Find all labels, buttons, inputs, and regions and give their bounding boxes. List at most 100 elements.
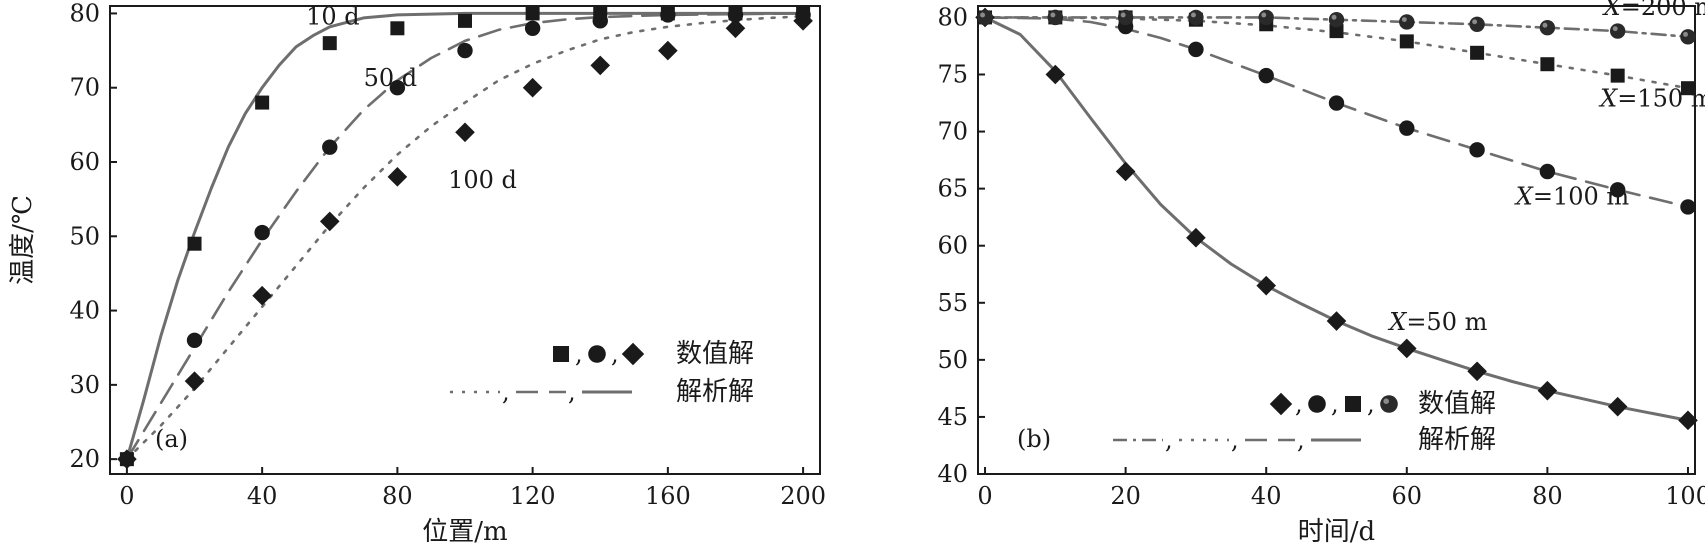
data-point-circle xyxy=(186,332,203,348)
x-tick-label: 80 xyxy=(382,482,413,510)
data-point-shaded-circle xyxy=(1188,9,1204,26)
x-tick-label: 0 xyxy=(119,482,134,510)
legend-marker-circle xyxy=(588,345,606,363)
legend-separator: , xyxy=(1231,426,1239,454)
plot-frame xyxy=(977,5,1696,475)
data-point-shaded-circle-highlight xyxy=(1401,17,1407,22)
data-point-diamond xyxy=(1115,161,1136,182)
series-annotation: X=50 m xyxy=(1387,308,1487,336)
series-annotation-value: =200 m xyxy=(1621,0,1705,21)
legend-separator: , xyxy=(611,340,619,368)
y-axis-title: 温度/℃ xyxy=(8,195,38,285)
x-axis-title: 时间/d xyxy=(1298,517,1375,547)
y-tick-label: 40 xyxy=(937,460,968,488)
curve-solid xyxy=(983,15,1690,422)
data-point-shaded-circle-body xyxy=(1539,19,1556,36)
data-point-diamond xyxy=(387,167,408,187)
data-point-shaded-circle xyxy=(1047,9,1064,26)
curve-dashed xyxy=(125,12,805,461)
legend-marker-diamond xyxy=(621,342,645,366)
x-tick-label: 20 xyxy=(1110,482,1141,510)
x-tick-label: 0 xyxy=(977,482,992,510)
y-tick-label: 60 xyxy=(937,232,968,260)
legend-numerical-label: 数值解 xyxy=(1418,389,1496,419)
legend-separator: , xyxy=(568,378,576,406)
legend-marker-shaded-circle-body xyxy=(1380,395,1398,413)
data-point-square xyxy=(1470,45,1485,60)
data-point-shaded-circle-body xyxy=(1680,29,1696,45)
series-annotation-variable: X xyxy=(1602,0,1622,21)
y-tick-label: 80 xyxy=(937,3,968,31)
data-point-shaded-circle-body xyxy=(1047,9,1064,26)
data-point-circle xyxy=(1469,142,1485,158)
data-point-diamond xyxy=(793,11,813,31)
data-point-shaded-circle xyxy=(977,9,993,26)
data-point-shaded-circle-highlight xyxy=(1612,26,1618,32)
curve-dotted xyxy=(125,15,805,461)
data-point-diamond xyxy=(1396,338,1417,359)
legend-separator: , xyxy=(1165,426,1173,454)
legend: ,,, 数值解,,, 解析解 xyxy=(1113,389,1496,455)
data-point-circle xyxy=(1539,163,1556,180)
series-annotation: 10 d xyxy=(306,3,360,31)
y-tick-label: 55 xyxy=(937,289,968,317)
data-point-square xyxy=(390,21,405,36)
y-tick-label: 60 xyxy=(69,148,100,176)
panel-tag: (b) xyxy=(1017,425,1051,453)
data-point-shaded-circle-body xyxy=(1328,11,1345,28)
y-tick-label: 70 xyxy=(937,118,968,146)
legend-marker-shaded-circle xyxy=(1380,395,1398,413)
data-point-shaded-circle-highlight xyxy=(1331,14,1337,20)
legend-separator: , xyxy=(502,378,510,406)
legend-separator: , xyxy=(1331,390,1339,418)
legend: ,, 数值解,, 解析解 xyxy=(450,339,754,407)
legend-marker-square xyxy=(1345,396,1361,412)
data-point-shaded-circle-body xyxy=(1399,14,1415,30)
data-point-diamond xyxy=(1326,311,1347,331)
data-point-diamond xyxy=(1256,275,1277,296)
data-point-circle xyxy=(1188,41,1204,58)
x-tick-label: 160 xyxy=(645,482,691,510)
data-point-square xyxy=(1329,24,1344,39)
legend-analytical-label: 解析解 xyxy=(676,377,754,407)
data-point-shaded-circle-highlight xyxy=(1261,12,1267,18)
data-point-shaded-circle-body xyxy=(977,9,993,26)
chart-panel-b: 0 20 40 60 80 100404550556065707580时间/dX=200 … xyxy=(937,0,1705,547)
data-point-square xyxy=(1540,57,1555,72)
series-annotation-variable: X xyxy=(1387,308,1407,336)
curve-solid xyxy=(125,11,805,461)
data-point-shaded-circle-body xyxy=(1117,9,1134,26)
data-point-diamond xyxy=(1678,410,1698,431)
series-annotation-variable: X xyxy=(1598,84,1618,112)
data-point-shaded-circle xyxy=(1328,11,1345,28)
data-point-diamond xyxy=(455,122,475,143)
data-point-square xyxy=(322,36,337,51)
data-point-shaded-circle-highlight xyxy=(1472,19,1478,25)
data-point-circle xyxy=(727,7,744,23)
curve-dashed xyxy=(983,16,1690,209)
y-tick-label: 75 xyxy=(937,60,968,88)
data-point-diamond xyxy=(117,449,137,469)
data-point-shaded-circle xyxy=(1539,19,1556,36)
y-tick-label: 80 xyxy=(69,0,100,27)
x-tick-label: 80 xyxy=(1532,482,1563,510)
data-point-circle xyxy=(1399,120,1415,136)
legend-separator: , xyxy=(575,340,583,368)
legend-marker-circle xyxy=(1308,395,1326,413)
series-annotation-value: =150 m xyxy=(1617,84,1705,112)
data-point-shaded-circle-highlight xyxy=(1050,12,1056,18)
data-point-diamond xyxy=(590,55,611,76)
x-tick-label: 40 xyxy=(1251,482,1282,510)
data-point-diamond xyxy=(252,285,272,306)
y-tick-label: 40 xyxy=(69,297,100,325)
data-point-shaded-circle-body xyxy=(1258,9,1274,26)
y-tick-label: 20 xyxy=(69,445,100,473)
y-tick-label: 45 xyxy=(937,403,968,431)
data-point-circle xyxy=(1680,199,1696,215)
panel-tag: (a) xyxy=(155,425,188,453)
data-point-circle xyxy=(1328,95,1345,111)
legend-analytical-label: 解析解 xyxy=(1418,425,1496,455)
curve-dash-dot xyxy=(983,16,1690,39)
series-annotation: X=100 m xyxy=(1514,183,1630,211)
data-point-circle xyxy=(254,224,270,241)
